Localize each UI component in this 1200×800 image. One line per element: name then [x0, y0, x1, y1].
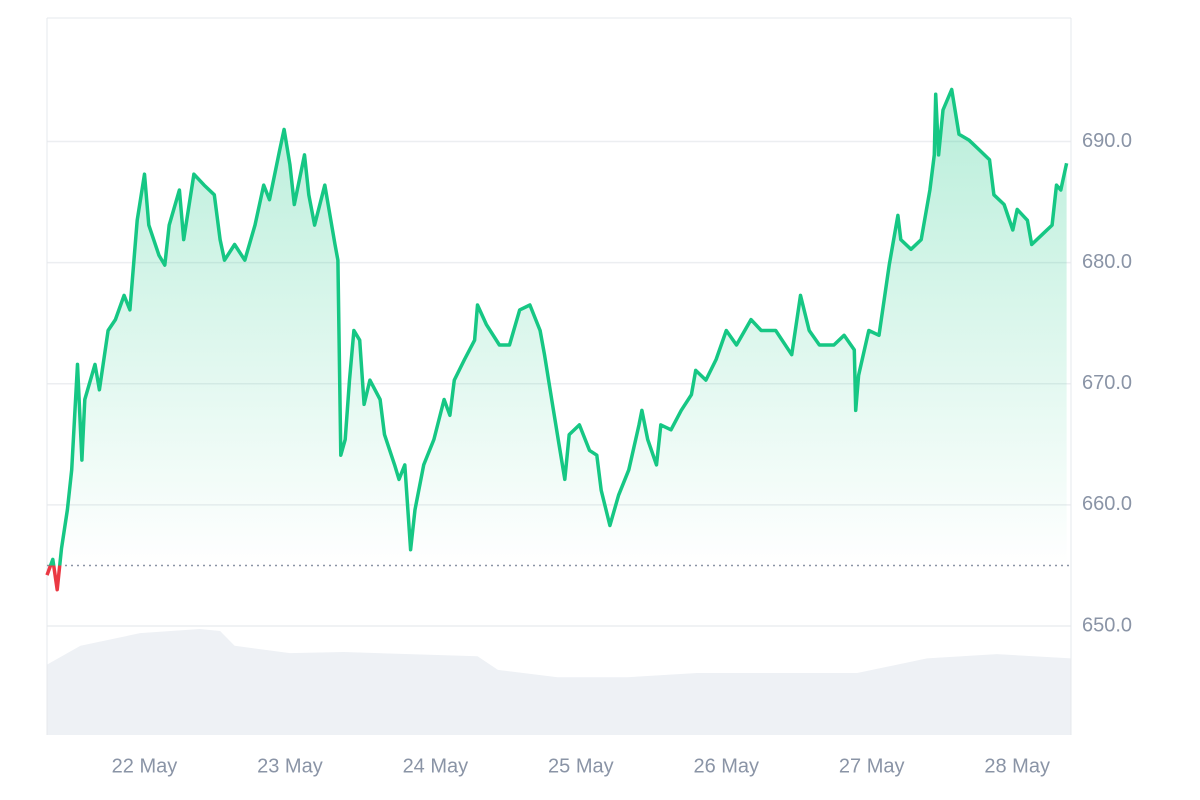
x-tick-label: 22 May: [112, 755, 178, 777]
price-line: [45, 87, 1069, 592]
x-tick-label: 23 May: [257, 755, 323, 777]
area-fill: [47, 89, 1067, 566]
x-tick-label: 25 May: [548, 755, 614, 777]
y-tick-label: 680.0: [1082, 251, 1132, 273]
x-tick-label: 27 May: [839, 755, 905, 777]
y-tick-label: 650.0: [1082, 614, 1132, 636]
x-tick-label: 28 May: [984, 755, 1050, 777]
y-tick-label: 660.0: [1082, 493, 1132, 515]
x-tick-label: 26 May: [693, 755, 759, 777]
x-tick-label: 24 May: [403, 755, 469, 777]
y-tick-label: 670.0: [1082, 372, 1132, 394]
y-tick-label: 690.0: [1082, 130, 1132, 152]
volume-area: [47, 628, 1071, 735]
